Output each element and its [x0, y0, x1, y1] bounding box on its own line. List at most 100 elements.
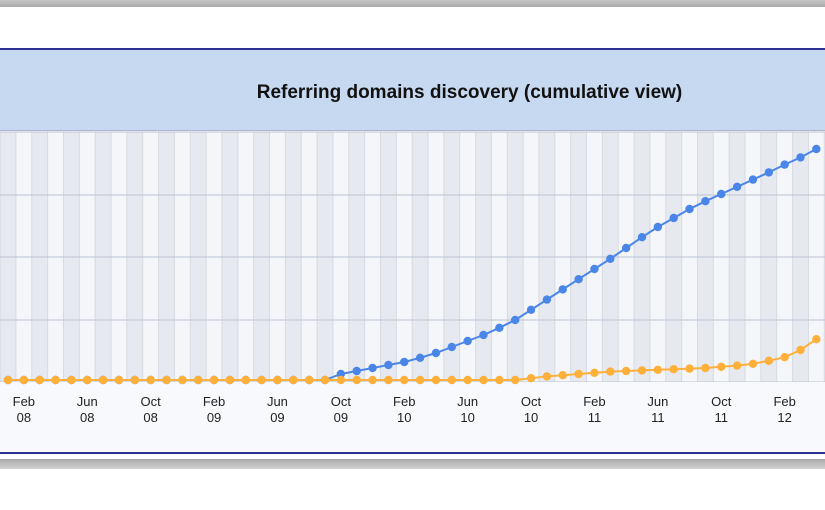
series-1-point — [463, 336, 472, 346]
window-bottom-bar — [0, 459, 825, 469]
series-2-point — [574, 369, 583, 379]
x-tick-month: Jun — [77, 394, 98, 409]
x-tick-month: Jun — [647, 394, 668, 409]
series-1-point — [796, 153, 805, 162]
series-1-point — [606, 254, 615, 263]
x-tick-year: 08 — [17, 410, 31, 425]
series-2-point — [162, 375, 171, 385]
series-2-point — [463, 375, 472, 385]
chart-title: Referring domains discovery (cumulative … — [256, 82, 683, 103]
series-2-point — [273, 375, 282, 385]
x-tick-year: 09 — [207, 410, 221, 425]
x-tick-year: 10 — [524, 410, 538, 425]
series-2-point — [257, 375, 266, 385]
series-1-point — [542, 295, 552, 304]
series-1-point — [812, 144, 821, 154]
series-1-point — [717, 189, 726, 199]
series-2-point — [431, 375, 441, 385]
series-2-point — [653, 365, 663, 374]
series-2-point — [796, 345, 805, 355]
series-2-point — [748, 359, 758, 368]
x-tick-month: Oct — [711, 394, 732, 409]
x-tick-year: 12 — [777, 410, 791, 425]
series-2-point — [637, 366, 647, 375]
series-1-point — [732, 182, 742, 191]
series-2-point — [511, 375, 520, 385]
series-2-point — [194, 375, 203, 385]
series-1-point — [637, 233, 647, 242]
x-tick-year: 11 — [588, 410, 602, 425]
series-2-point — [320, 375, 330, 385]
series-1-point — [780, 160, 789, 169]
series-1-point — [336, 369, 346, 379]
x-tick-year: 08 — [143, 410, 157, 425]
series-1-point — [669, 213, 678, 223]
series-2-point — [241, 375, 250, 385]
x-axis-area — [0, 382, 825, 452]
series-2-point — [780, 353, 789, 362]
series-2-point — [717, 362, 726, 371]
series-2-point — [400, 375, 409, 385]
series-2-point — [19, 375, 29, 385]
series-2-point — [447, 375, 456, 385]
series-2-point — [526, 374, 536, 383]
series-2-point — [384, 375, 393, 385]
series-2-point — [606, 367, 615, 376]
series-2-point — [479, 375, 488, 385]
series-2-point — [98, 375, 108, 385]
series-line-2 — [8, 338, 817, 381]
chart-frame: Referring domains discovery (cumulative … — [0, 48, 825, 454]
series-2-point — [558, 371, 567, 380]
x-tick-month: Feb — [583, 394, 605, 409]
series-1-point — [415, 353, 425, 362]
series-1-point — [621, 243, 631, 253]
x-tick-year: 09 — [334, 410, 348, 425]
series-2-point — [178, 375, 187, 385]
series-2-point — [669, 365, 678, 374]
x-tick-month: Oct — [331, 394, 352, 409]
series-1-point — [574, 275, 583, 284]
series-1-point — [526, 305, 536, 314]
x-tick-year: 08 — [80, 410, 94, 425]
x-tick-month: Jun — [457, 394, 478, 409]
window-top-bar — [0, 0, 825, 7]
series-1-point — [590, 264, 599, 274]
x-tick-month: Feb — [13, 394, 35, 409]
x-tick-month: Oct — [521, 394, 542, 409]
x-tick-month: Jun — [267, 394, 288, 409]
series-2-point — [685, 364, 694, 373]
series-1-point — [558, 285, 567, 294]
x-tick-year: 10 — [460, 410, 474, 425]
series-2-point — [83, 375, 92, 385]
series-2-point — [35, 375, 44, 385]
series-1-point — [764, 168, 773, 177]
series-2-point — [289, 375, 298, 385]
series-1-point — [653, 222, 663, 232]
series-2-point — [732, 361, 742, 370]
series-1-point — [685, 204, 694, 214]
series-2-point — [590, 368, 599, 377]
series-2-point — [368, 375, 377, 385]
series-1-point — [431, 348, 441, 358]
series-1-point — [495, 323, 504, 332]
chart-header: Referring domains discovery (cumulative … — [0, 50, 825, 131]
series-2-point — [352, 375, 361, 385]
series-1-point — [384, 360, 393, 370]
series-1-point — [400, 357, 409, 367]
x-tick-month: Oct — [141, 394, 162, 409]
series-2-point — [225, 375, 235, 385]
series-2-point — [701, 363, 710, 373]
x-tick-year: 11 — [651, 410, 665, 425]
series-layer — [3, 144, 821, 385]
x-tick-year: 10 — [397, 410, 411, 425]
x-axis-ticks: Feb08Jun08Oct08Feb09Jun09Oct09Feb10Jun10… — [13, 394, 796, 425]
series-1-point — [447, 342, 456, 352]
series-2-point — [495, 375, 504, 385]
series-2-point — [51, 375, 60, 385]
series-2-point — [114, 375, 124, 385]
x-tick-month: Feb — [203, 394, 225, 409]
x-tick-month: Feb — [393, 394, 415, 409]
x-tick-month: Feb — [773, 394, 795, 409]
series-2-point — [146, 375, 155, 385]
series-2-point — [415, 375, 425, 385]
